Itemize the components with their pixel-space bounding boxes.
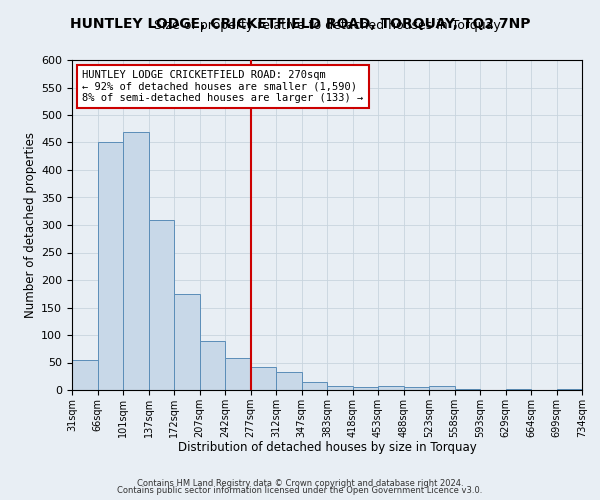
Bar xyxy=(404,387,429,390)
Text: HUNTLEY LODGE CRICKETFIELD ROAD: 270sqm
← 92% of detached houses are smaller (1,: HUNTLEY LODGE CRICKETFIELD ROAD: 270sqm … xyxy=(82,70,364,103)
Text: Contains HM Land Registry data © Crown copyright and database right 2024.: Contains HM Land Registry data © Crown c… xyxy=(137,478,463,488)
X-axis label: Distribution of detached houses by size in Torquay: Distribution of detached houses by size … xyxy=(178,442,476,454)
Bar xyxy=(353,386,378,390)
Bar xyxy=(429,386,455,390)
Bar xyxy=(174,294,199,390)
Bar xyxy=(199,340,225,390)
Bar xyxy=(302,382,327,390)
Bar xyxy=(123,132,149,390)
Text: Contains public sector information licensed under the Open Government Licence v3: Contains public sector information licen… xyxy=(118,486,482,495)
Bar xyxy=(97,142,123,390)
Bar xyxy=(378,386,404,390)
Y-axis label: Number of detached properties: Number of detached properties xyxy=(24,132,37,318)
Bar xyxy=(455,389,480,390)
Bar xyxy=(149,220,174,390)
Text: HUNTLEY LODGE, CRICKETFIELD ROAD, TORQUAY, TQ2 7NP: HUNTLEY LODGE, CRICKETFIELD ROAD, TORQUA… xyxy=(70,18,530,32)
Bar xyxy=(225,358,251,390)
Bar xyxy=(72,360,97,390)
Bar xyxy=(505,389,531,390)
Bar xyxy=(557,389,582,390)
Bar xyxy=(276,372,302,390)
Bar xyxy=(251,367,276,390)
Bar xyxy=(327,386,353,390)
Title: Size of property relative to detached houses in Torquay: Size of property relative to detached ho… xyxy=(154,20,500,32)
